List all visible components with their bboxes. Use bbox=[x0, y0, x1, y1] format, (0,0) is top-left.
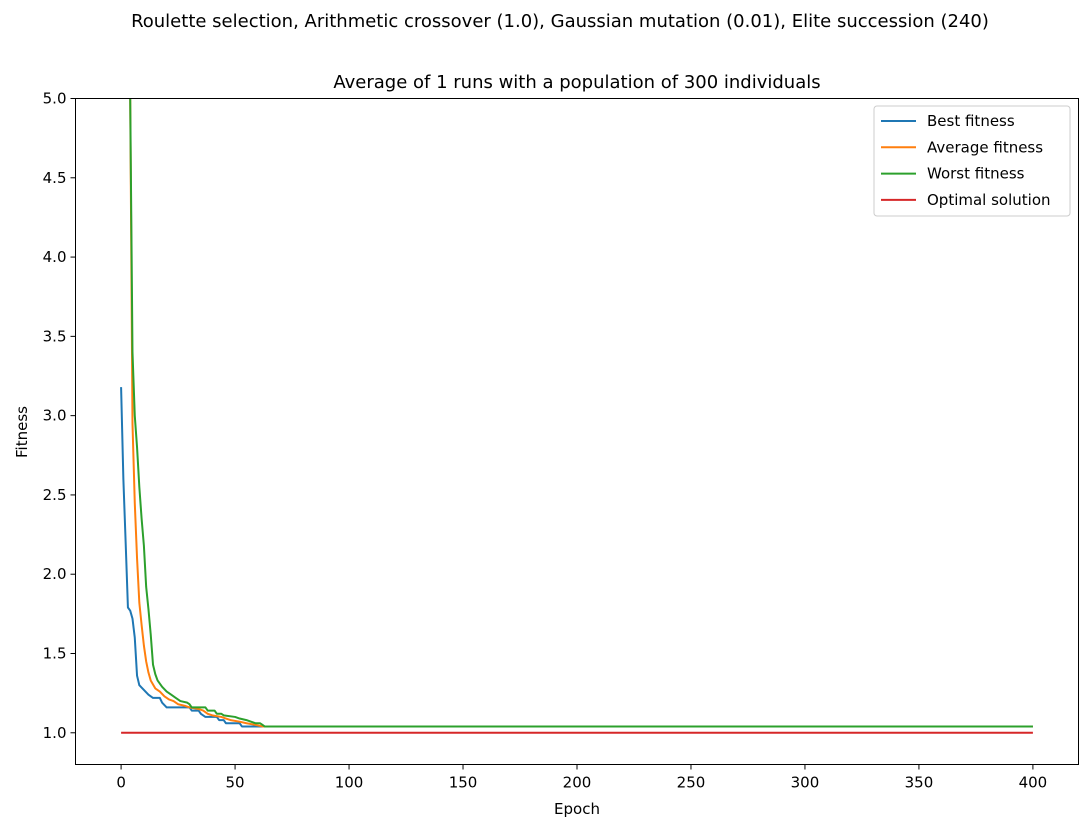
legend-label-best-fitness: Best fitness bbox=[927, 112, 1015, 130]
y-tick-label: 1.0 bbox=[43, 724, 67, 742]
x-tick-label: 50 bbox=[226, 774, 245, 792]
series-line-average-fitness bbox=[129, 98, 1033, 728]
x-tick-label: 300 bbox=[791, 774, 820, 792]
x-tick-label: 200 bbox=[563, 774, 592, 792]
y-axis-label: Fitness bbox=[13, 406, 31, 458]
x-tick-label: 0 bbox=[116, 774, 126, 792]
x-tick-label: 150 bbox=[449, 774, 478, 792]
legend: Best fitness Average fitness Worst fitness… bbox=[873, 105, 1071, 217]
legend-label-optimal-solution: Optimal solution bbox=[927, 191, 1051, 209]
y-tick-label: 2.5 bbox=[43, 486, 67, 504]
y-tick-label: 2.0 bbox=[43, 565, 67, 583]
chart-suptitle: Roulette selection, Arithmetic crossover… bbox=[131, 11, 989, 32]
x-tick-label: 400 bbox=[1019, 774, 1048, 792]
y-tick-label: 4.5 bbox=[43, 169, 67, 187]
x-tick-label: 250 bbox=[677, 774, 706, 792]
series-line-worst-fitness bbox=[129, 98, 1033, 728]
x-axis-label: Epoch bbox=[554, 800, 600, 818]
legend-box bbox=[873, 105, 1071, 217]
axis-ticks: 0 50 100 150 200 250 300 350 400 1.0 1.5 2.0 2.5 3.0 3… bbox=[43, 90, 1048, 792]
y-tick-label: 5.0 bbox=[43, 90, 67, 108]
y-tick-label: 1.5 bbox=[43, 645, 67, 663]
y-tick-label: 4.0 bbox=[43, 248, 67, 266]
chart-title: Average of 1 runs with a population of 3… bbox=[333, 72, 820, 93]
series-lines bbox=[120, 98, 1033, 734]
plot-frame bbox=[75, 98, 1079, 765]
y-tick-label: 3.0 bbox=[43, 407, 67, 425]
x-tick-label: 350 bbox=[905, 774, 934, 792]
x-tick-label: 100 bbox=[335, 774, 364, 792]
series-line-best-fitness bbox=[120, 387, 1033, 728]
legend-label-average-fitness: Average fitness bbox=[927, 138, 1043, 156]
y-tick-label: 3.5 bbox=[43, 327, 67, 345]
legend-label-worst-fitness: Worst fitness bbox=[927, 165, 1025, 183]
